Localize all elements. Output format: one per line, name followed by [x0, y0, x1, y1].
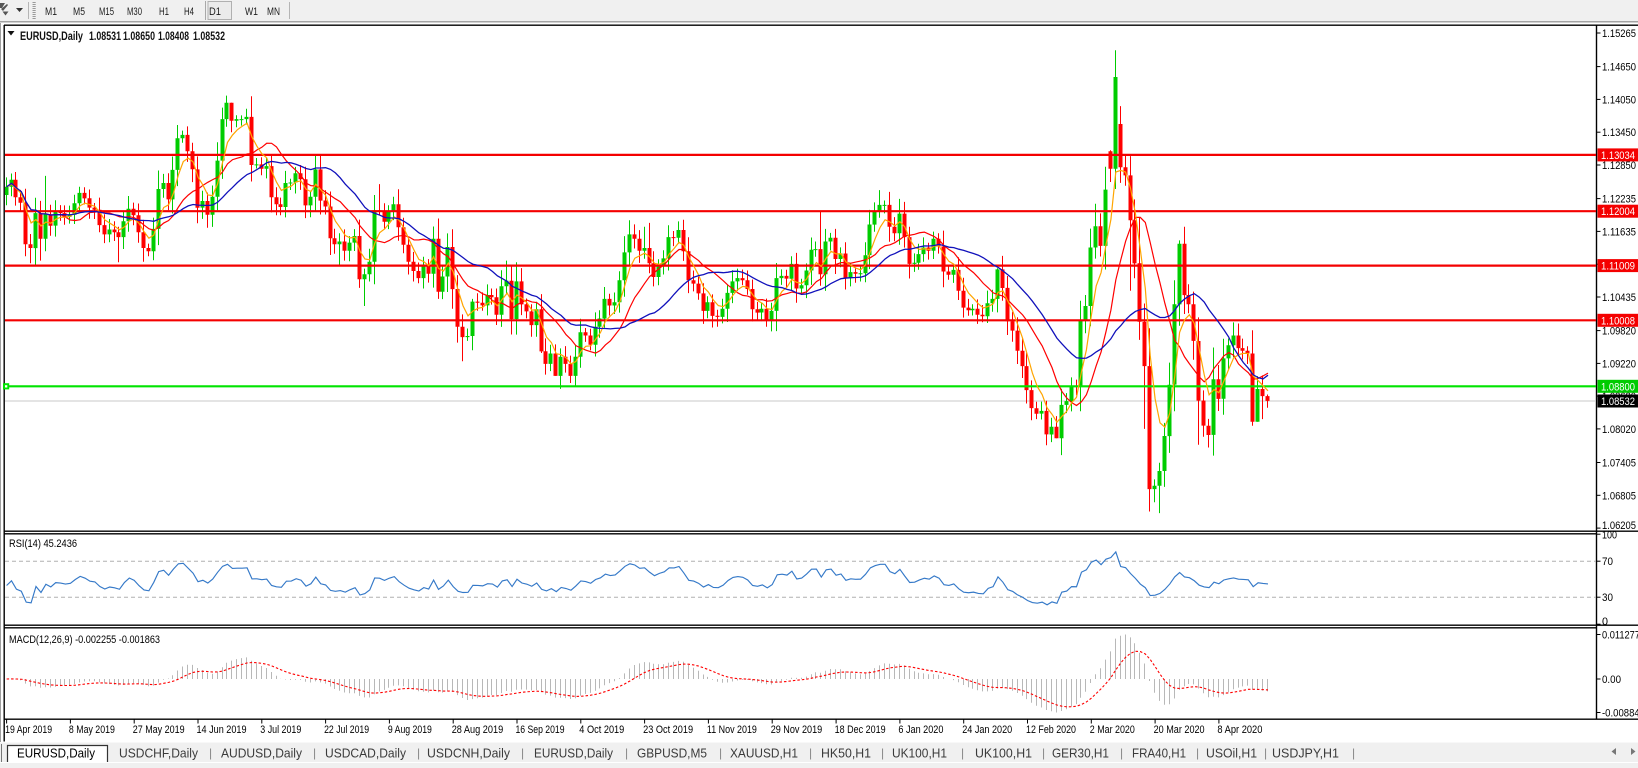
svg-text:8 May 2019: 8 May 2019	[69, 724, 115, 736]
svg-text:1.12235: 1.12235	[1602, 194, 1636, 206]
svg-text:1.08020: 1.08020	[1602, 424, 1636, 436]
svg-text:6 Jan 2020: 6 Jan 2020	[898, 724, 943, 736]
svg-text:EURUSD,Daily: EURUSD,Daily	[534, 747, 614, 761]
svg-text:UK100,H1: UK100,H1	[975, 747, 1032, 761]
svg-text:1.13034: 1.13034	[1601, 150, 1635, 162]
svg-text:3 Jul 2019: 3 Jul 2019	[260, 724, 301, 736]
svg-text:1.10435: 1.10435	[1602, 292, 1636, 304]
svg-text:USDCAD,Daily: USDCAD,Daily	[325, 747, 407, 761]
svg-text:EURUSD,Daily: EURUSD,Daily	[20, 29, 83, 43]
svg-text:1.09820: 1.09820	[1602, 326, 1636, 338]
svg-text:1.12850: 1.12850	[1602, 160, 1636, 172]
svg-text:M30: M30	[127, 6, 142, 18]
svg-text:1.08650: 1.08650	[123, 29, 155, 43]
svg-text:100: 100	[1602, 530, 1617, 542]
svg-text:|: |	[1264, 746, 1267, 760]
svg-text:|: |	[521, 746, 524, 760]
svg-text:1.11009: 1.11009	[1601, 261, 1635, 273]
svg-text:GER30,H1: GER30,H1	[1052, 747, 1109, 761]
svg-text:20 Mar 2020: 20 Mar 2020	[1154, 724, 1205, 736]
svg-text:|: |	[1042, 746, 1045, 760]
svg-text:GBPUSD,M5: GBPUSD,M5	[637, 747, 707, 761]
svg-text:0.011277: 0.011277	[1602, 630, 1638, 642]
svg-text:1.11635: 1.11635	[1602, 226, 1636, 238]
svg-text:RSI(14) 45.2436: RSI(14) 45.2436	[9, 538, 77, 550]
svg-text:12 Feb 2020: 12 Feb 2020	[1026, 724, 1076, 736]
svg-text:1.09220: 1.09220	[1602, 358, 1636, 370]
svg-text:1.06205: 1.06205	[1602, 520, 1636, 532]
svg-text:1.07405: 1.07405	[1602, 458, 1636, 470]
svg-text:|: |	[209, 746, 212, 760]
svg-text:9 Aug 2019: 9 Aug 2019	[388, 724, 432, 736]
svg-text:M15: M15	[99, 6, 114, 18]
svg-text:|: |	[881, 746, 884, 760]
svg-text:1.14650: 1.14650	[1602, 62, 1636, 74]
svg-text:MACD(12,26,9) -0.002255 -0.001: MACD(12,26,9) -0.002255 -0.001863	[9, 634, 160, 646]
svg-text:1.13450: 1.13450	[1602, 127, 1636, 139]
svg-text:HK50,H1: HK50,H1	[821, 747, 871, 761]
svg-text:M1: M1	[45, 6, 57, 18]
svg-text:XAUUSD,H1: XAUUSD,H1	[730, 747, 798, 761]
svg-text:19 Apr 2019: 19 Apr 2019	[5, 724, 52, 736]
svg-text:8 Apr 2020: 8 Apr 2020	[1217, 724, 1262, 736]
svg-text:1.08531: 1.08531	[89, 29, 121, 43]
svg-text:W1: W1	[245, 6, 258, 18]
svg-text:18 Dec 2019: 18 Dec 2019	[835, 724, 886, 736]
svg-text:2 Mar 2020: 2 Mar 2020	[1090, 724, 1135, 736]
svg-text:|: |	[1352, 746, 1355, 760]
svg-text:H4: H4	[184, 6, 194, 18]
svg-text:|: |	[719, 746, 722, 760]
svg-text:USDCNH,Daily: USDCNH,Daily	[427, 747, 511, 761]
svg-text:22 Jul 2019: 22 Jul 2019	[324, 724, 369, 736]
svg-text:1.10008: 1.10008	[1601, 315, 1635, 327]
svg-text:1.14050: 1.14050	[1602, 94, 1636, 106]
svg-text:USOil,H1: USOil,H1	[1206, 747, 1257, 761]
svg-text:USDJPY,H1: USDJPY,H1	[1272, 747, 1339, 761]
svg-text:70: 70	[1602, 556, 1613, 568]
svg-text:EURUSD,Daily: EURUSD,Daily	[17, 747, 96, 761]
svg-text:H1: H1	[159, 6, 169, 18]
svg-text:30: 30	[1602, 592, 1613, 604]
svg-text:|: |	[313, 746, 316, 760]
svg-text:|: |	[417, 746, 420, 760]
svg-text:27 May 2019: 27 May 2019	[133, 724, 185, 736]
svg-text:16 Sep 2019: 16 Sep 2019	[516, 724, 565, 736]
svg-text:M5: M5	[73, 6, 85, 18]
svg-text:|: |	[625, 746, 628, 760]
svg-text:1.12004: 1.12004	[1601, 206, 1635, 218]
svg-text:AUDUSD,Daily: AUDUSD,Daily	[221, 747, 303, 761]
svg-text:1.15265: 1.15265	[1602, 28, 1636, 40]
svg-text:|: |	[809, 746, 812, 760]
svg-text:1.08532: 1.08532	[1601, 396, 1635, 408]
svg-text:24 Jan 2020: 24 Jan 2020	[962, 724, 1012, 736]
svg-text:1.08408: 1.08408	[158, 29, 189, 43]
svg-text:11 Nov 2019: 11 Nov 2019	[707, 724, 757, 736]
svg-text:D1: D1	[209, 6, 221, 18]
svg-text:USDCHF,Daily: USDCHF,Daily	[119, 747, 199, 761]
svg-text:|: |	[1120, 746, 1123, 760]
svg-text:28 Aug 2019: 28 Aug 2019	[452, 724, 504, 736]
svg-text:29 Nov 2019: 29 Nov 2019	[771, 724, 823, 736]
svg-text:UK100,H1: UK100,H1	[892, 747, 947, 761]
svg-text:1.08532: 1.08532	[193, 29, 225, 43]
svg-text:1.06805: 1.06805	[1602, 490, 1636, 502]
svg-text:FRA40,H1: FRA40,H1	[1132, 747, 1186, 761]
svg-text:-0.008845: -0.008845	[1602, 708, 1638, 720]
svg-text:1.08800: 1.08800	[1601, 381, 1635, 393]
svg-text:4 Oct 2019: 4 Oct 2019	[579, 724, 624, 736]
svg-text:0: 0	[1602, 616, 1608, 628]
svg-text:MN: MN	[267, 6, 280, 18]
svg-text:|: |	[961, 746, 964, 760]
svg-text:0.00: 0.00	[1602, 674, 1621, 686]
svg-text:|: |	[1196, 746, 1199, 760]
svg-text:14 Jun 2019: 14 Jun 2019	[197, 724, 247, 736]
svg-text:23 Oct 2019: 23 Oct 2019	[643, 724, 693, 736]
